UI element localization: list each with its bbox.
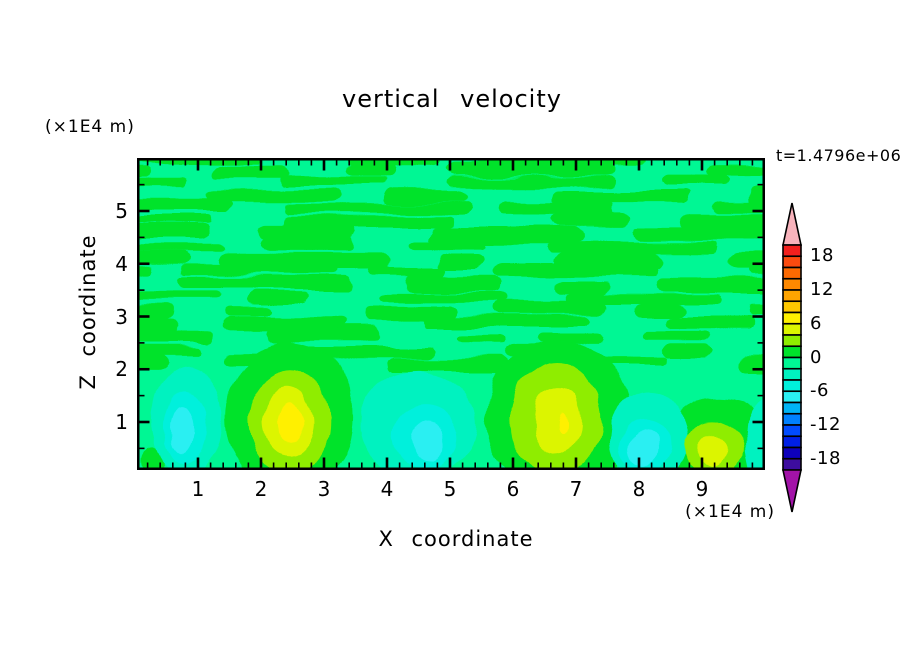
colorbar-segment: [782, 277, 802, 291]
colorbar-segment: [782, 379, 802, 393]
colorbar-segment: [782, 412, 802, 426]
x-axis-title: X coordinate: [378, 527, 534, 551]
colorbar-segment: [782, 289, 802, 303]
colorbar-segment: [782, 311, 802, 325]
colorbar-segment: [782, 356, 802, 370]
y-tick-label: 3: [115, 304, 128, 329]
time-annotation: t=1.4796e+06: [776, 146, 902, 165]
colorbar-tick-label: -12: [810, 414, 841, 435]
x-tick-label: 7: [569, 477, 583, 501]
plot-frame: [137, 158, 765, 470]
x-tick-label: 3: [317, 477, 331, 501]
x-tick-label: 1: [191, 477, 205, 501]
x-tick-label: 5: [443, 477, 457, 501]
y-tick-label: 4: [115, 251, 128, 276]
contour-field: [137, 158, 765, 470]
colorbar-tick-label: -6: [810, 380, 829, 402]
y-tick-label: 1: [115, 410, 128, 434]
colorbar: [782, 202, 802, 513]
colorbar-segment: [782, 300, 802, 314]
colorbar-segment: [782, 457, 802, 471]
colorbar-segment: [782, 401, 802, 415]
y-tick-label: 5: [115, 199, 128, 223]
colorbar-segment: [782, 334, 802, 348]
colorbar-tick-label: 6: [810, 312, 822, 334]
colorbar-tick-label: 18: [810, 245, 834, 267]
colorbar-segment: [782, 322, 802, 336]
x-tick-label: 8: [632, 477, 646, 501]
colorbar-segment: [782, 345, 802, 359]
x-tick-label: 2: [254, 477, 268, 501]
y-tick-label: 2: [115, 357, 128, 382]
contour-plot-area: [137, 158, 765, 470]
colorbar-segment: [782, 446, 802, 460]
colorbar-under-arrow: [782, 469, 802, 513]
colorbar-segment: [782, 266, 802, 280]
x-tick-label: 9: [695, 477, 709, 501]
colorbar-tick-label: 12: [810, 279, 834, 300]
colorbar-over-arrow: [782, 202, 802, 246]
colorbar-segment: [782, 435, 802, 449]
colorbar-segment: [782, 255, 802, 269]
colorbar-tick-label: 0: [810, 346, 822, 368]
x-tick-label: 6: [506, 477, 520, 501]
plot-title: vertical velocity: [342, 85, 562, 113]
y-axis-unit-label: (×1E4 m): [45, 117, 135, 137]
x-tick-label: 4: [380, 477, 394, 501]
colorbar-segment: [782, 367, 802, 381]
x-axis-unit-label: (×1E4 m): [685, 502, 775, 522]
colorbar-segment: [782, 244, 802, 258]
colorbar-segment: [782, 424, 802, 438]
colorbar-tick-label: -18: [810, 447, 841, 469]
colorbar-segment: [782, 390, 802, 404]
cell-layer: [140, 337, 765, 470]
